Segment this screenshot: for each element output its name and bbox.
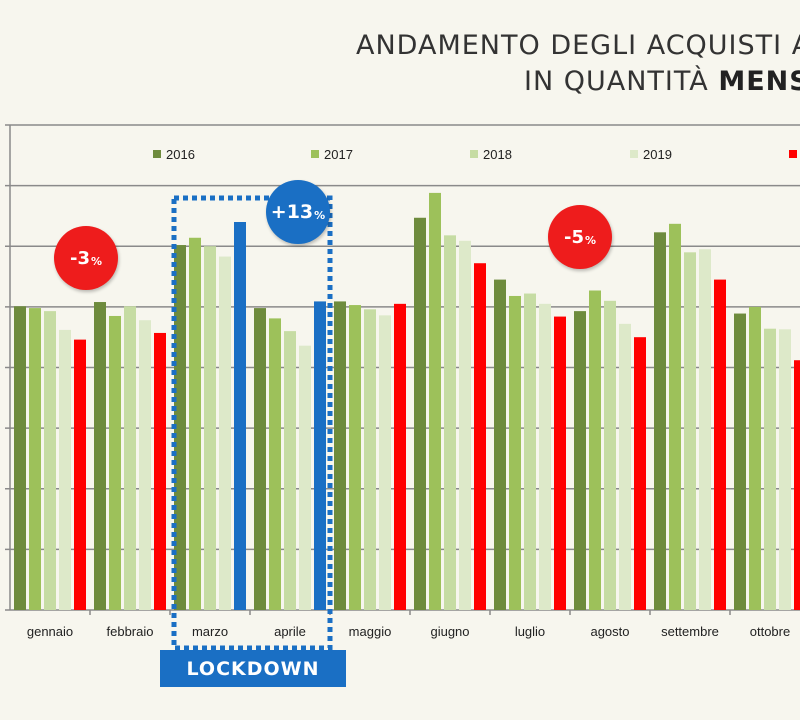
bar-settembre-2018 xyxy=(684,252,696,610)
bar-ottobre-2018 xyxy=(764,328,776,610)
x-tick-label-ottobre: ottobre xyxy=(750,624,790,639)
bar-aprile-2018 xyxy=(284,331,296,610)
lockdown-label: LOCKDOWN xyxy=(160,650,346,687)
badge-aprile-unit: % xyxy=(314,208,326,222)
bar-agosto-2018 xyxy=(604,300,616,610)
x-axis-labels: gennaio febbraio marzo aprile maggio giugno lu… xyxy=(27,624,790,639)
bar-giugno-2017 xyxy=(429,192,441,610)
x-tick-label-luglio: luglio xyxy=(515,624,545,639)
bar-luglio-2017 xyxy=(509,295,521,610)
bar-settembre-2020 xyxy=(714,279,726,610)
legend-label-2018: 2018 xyxy=(483,147,512,162)
bar-maggio-2017 xyxy=(349,305,361,610)
bar-gennaio-2016 xyxy=(14,306,26,610)
bar-ottobre-2020 xyxy=(794,360,800,610)
x-tick-label-febbraio: febbraio xyxy=(107,624,154,639)
bar-settembre-2019 xyxy=(699,249,711,610)
bar-febbraio-2020 xyxy=(154,332,166,610)
bar-marzo-2019 xyxy=(219,256,231,610)
badge-agosto-unit: % xyxy=(584,233,597,247)
bar-maggio-2020 xyxy=(394,303,406,610)
bar-agosto-2020 xyxy=(634,337,646,610)
bar-febbraio-2016 xyxy=(94,302,106,610)
bar-agosto-2016 xyxy=(574,311,586,610)
badge-agosto-value: -5 xyxy=(563,226,584,248)
bar-febbraio-2019 xyxy=(139,320,151,610)
bar-marzo-2020 xyxy=(234,222,246,610)
chart-title-line-1: ANDAMENTO DEGLI ACQUISTI A xyxy=(356,30,800,61)
bar-maggio-2018 xyxy=(364,309,376,610)
bar-aprile-2020 xyxy=(314,301,326,610)
bar-settembre-2016 xyxy=(654,232,666,610)
bar-giugno-2016 xyxy=(414,217,426,610)
badge-agosto: -5% xyxy=(548,205,612,269)
legend-label-2016: 2016 xyxy=(166,147,195,162)
badge-aprile-value: +13 xyxy=(270,201,314,223)
x-tick-label-agosto: agosto xyxy=(590,624,629,639)
chart-bars xyxy=(14,192,800,615)
bar-gennaio-2019 xyxy=(59,329,71,610)
x-tick-label-settembre: settembre xyxy=(661,624,719,639)
x-tick-label-aprile: aprile xyxy=(274,624,306,639)
bar-aprile-2017 xyxy=(269,318,281,610)
legend-swatch-2019 xyxy=(630,150,638,158)
bar-luglio-2020 xyxy=(554,316,566,610)
legend-label-2019: 2019 xyxy=(643,147,672,162)
bar-gennaio-2018 xyxy=(44,311,56,610)
chart-legend: 20162017201820192020 xyxy=(153,147,797,162)
badge-gennaio-unit: % xyxy=(90,254,103,268)
legend-swatch-2020 xyxy=(789,150,797,158)
bar-gennaio-2020 xyxy=(74,339,86,610)
bar-agosto-2019 xyxy=(619,323,631,610)
bar-marzo-2018 xyxy=(204,246,216,610)
bar-febbraio-2018 xyxy=(124,306,136,610)
chart-title-regular: IN QUANTITÀ xyxy=(524,66,719,97)
bar-giugno-2019 xyxy=(459,240,471,610)
legend-label-2017: 2017 xyxy=(324,147,353,162)
badge-gennaio: -3% xyxy=(54,226,118,290)
x-tick-label-giugno: giugno xyxy=(430,624,469,639)
bar-maggio-2016 xyxy=(334,301,346,610)
bar-febbraio-2017 xyxy=(109,315,121,610)
bar-agosto-2017 xyxy=(589,290,601,610)
badge-aprile: +13% xyxy=(266,180,330,244)
bar-ottobre-2016 xyxy=(734,313,746,610)
bar-luglio-2019 xyxy=(539,303,551,610)
bar-luglio-2016 xyxy=(494,279,506,610)
legend-swatch-2017 xyxy=(311,150,319,158)
bar-ottobre-2019 xyxy=(779,329,791,610)
legend-swatch-2016 xyxy=(153,150,161,158)
bar-settembre-2017 xyxy=(669,223,681,610)
x-tick-label-gennaio: gennaio xyxy=(27,624,73,639)
bar-giugno-2020 xyxy=(474,263,486,610)
bar-marzo-2017 xyxy=(189,237,201,610)
bar-giugno-2018 xyxy=(444,235,456,610)
chart-title-line-2: IN QUANTITÀ MENSI xyxy=(524,66,800,97)
bar-aprile-2016 xyxy=(254,308,266,610)
bar-ottobre-2017 xyxy=(749,306,761,610)
x-tick-label-maggio: maggio xyxy=(349,624,392,639)
x-tick-label-marzo: marzo xyxy=(192,624,228,639)
bar-aprile-2019 xyxy=(299,345,311,610)
bar-maggio-2019 xyxy=(379,315,391,610)
legend-swatch-2018 xyxy=(470,150,478,158)
lockdown-highlight-box xyxy=(171,195,333,651)
chart-title-bold: MENSI xyxy=(718,66,800,97)
bar-marzo-2016 xyxy=(174,245,186,610)
badge-gennaio-value: -3 xyxy=(69,247,90,269)
bar-gennaio-2017 xyxy=(29,308,41,610)
bar-luglio-2018 xyxy=(524,293,536,610)
